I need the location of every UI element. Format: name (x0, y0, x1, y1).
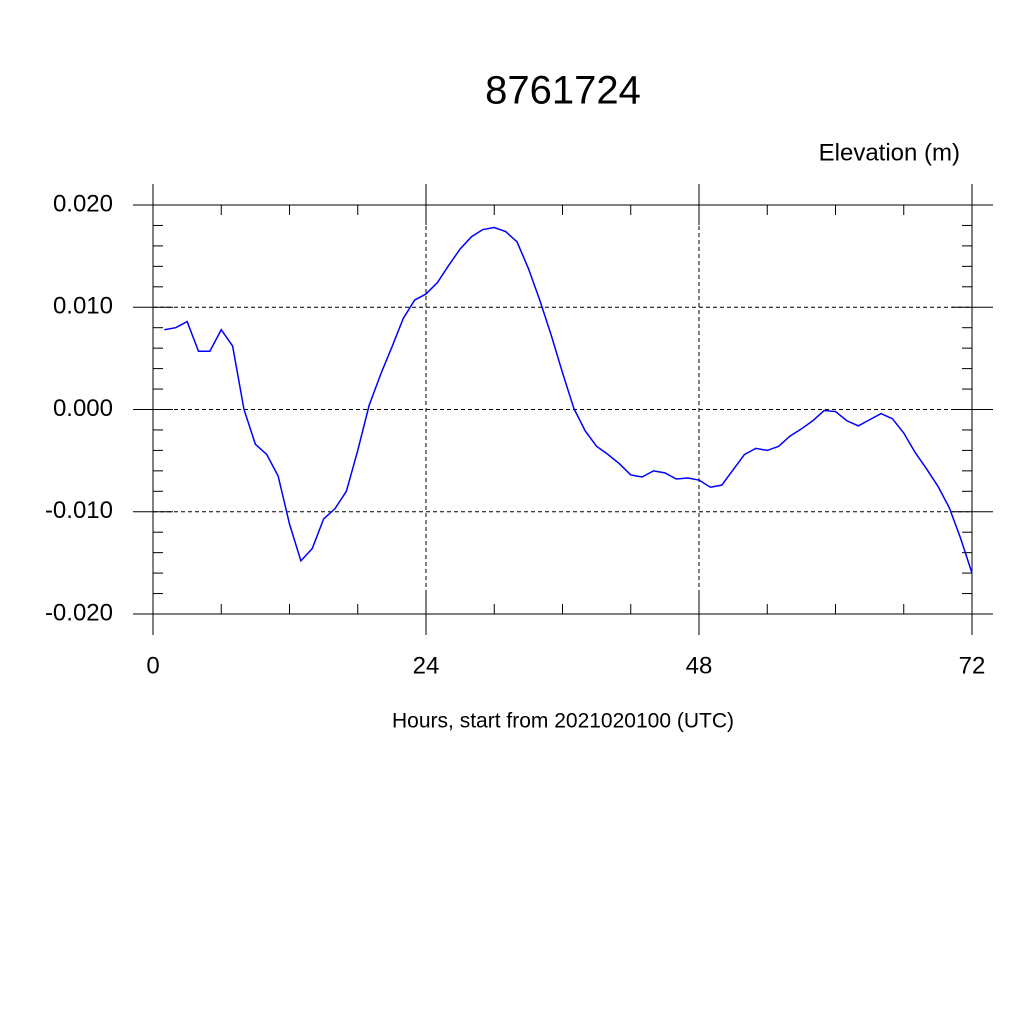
x-axis-label: Hours, start from 2021020100 (UTC) (392, 710, 734, 733)
x-tick-label: 0 (146, 652, 159, 679)
y-tick-label: 0.000 (53, 395, 113, 422)
data-line (164, 226, 973, 574)
y-tick-label: -0.020 (45, 599, 113, 626)
x-tick-label: 72 (959, 652, 986, 679)
y-tick-label: 0.020 (53, 190, 113, 217)
x-tick-label: 48 (686, 652, 713, 679)
y-tick-label: 0.010 (53, 293, 113, 320)
chart-title: 8761724 (485, 69, 641, 113)
y-axis-label: Elevation (m) (819, 139, 960, 166)
x-tick-label: 24 (413, 652, 440, 679)
y-tick-label: -0.010 (45, 497, 113, 524)
